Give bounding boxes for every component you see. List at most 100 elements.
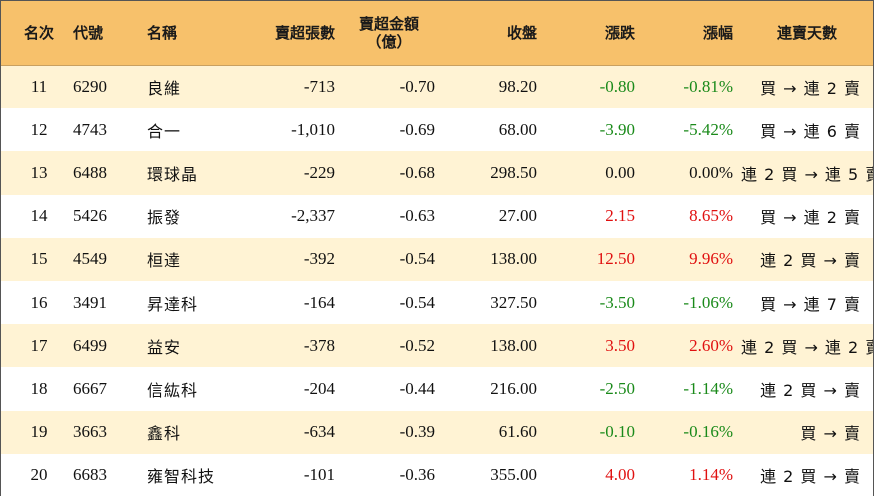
change-pct-cell: 2.60%: [689, 335, 733, 355]
code-cell: 4549: [73, 249, 107, 269]
change-cell: 0.00: [605, 162, 635, 182]
code-cell: 6667: [73, 378, 107, 398]
change-cell: -0.10: [599, 422, 635, 442]
change-pct-cell: -0.81%: [683, 76, 733, 96]
close-cell: 98.20: [498, 76, 537, 96]
rank-cell: 19: [30, 422, 48, 442]
rank-cell: 20: [30, 465, 48, 485]
code-cell: 4743: [73, 119, 107, 139]
sell-amount-cell: -0.54: [399, 292, 435, 312]
table-row[interactable]: 11 6290 良維 -713 -0.70 98.20 -0.80 -0.81% 買 → 連 2…: [1, 65, 873, 109]
streak-cell: 買 → 連 2 賣: [760, 78, 861, 98]
table-row[interactable]: 19 3663 鑫科 -634 -0.39 61.60 -0.10 -0.16% 買 → 賣: [1, 410, 873, 454]
header-sell-amount-line1: 賣超金額: [358, 14, 419, 33]
close-cell: 61.60: [498, 422, 537, 442]
sell-sheets-cell: -634: [303, 422, 335, 442]
table-row[interactable]: 20 6683 雍智科技 -101 -0.36 355.00 4.00 1.14% 連 2 買 …: [1, 453, 873, 497]
header-close[interactable]: 收盤: [443, 1, 545, 66]
name-cell: 雍智科技: [147, 467, 216, 487]
close-cell: 138.00: [490, 249, 537, 269]
streak-cell: 連 2 買 → 賣: [760, 251, 861, 271]
table-row[interactable]: 13 6488 環球晶 -229 -0.68 298.50 0.00 0.00% 連 2 買 →…: [1, 151, 873, 195]
header-sell-amount-line2: （億）: [366, 32, 412, 51]
change-cell: -3.90: [599, 119, 635, 139]
name-cell: 合一: [147, 121, 182, 141]
sell-amount-cell: -0.44: [399, 378, 435, 398]
name-cell: 益安: [147, 337, 182, 357]
rank-cell: 16: [30, 292, 48, 312]
streak-cell: 連 2 買 → 連 2 賣: [741, 337, 873, 357]
table-row[interactable]: 15 4549 桓達 -392 -0.54 138.00 12.50 9.96% 連 2 買 →…: [1, 237, 873, 281]
change-pct-cell: -1.06%: [683, 292, 733, 312]
sell-sheets-cell: -2,337: [291, 206, 335, 226]
table-row[interactable]: 14 5426 振發 -2,337 -0.63 27.00 2.15 8.65% 買 → 連 2…: [1, 194, 873, 238]
code-cell: 6683: [73, 465, 107, 485]
sell-sheets-cell: -229: [303, 162, 335, 182]
rank-cell: 14: [30, 206, 48, 226]
code-cell: 6290: [73, 76, 107, 96]
header-change[interactable]: 漲跌: [545, 1, 643, 66]
rank-cell: 12: [30, 119, 48, 139]
sell-sheets-cell: -392: [303, 249, 335, 269]
name-cell: 桓達: [147, 251, 182, 271]
table-row[interactable]: 18 6667 信紘科 -204 -0.44 216.00 -2.50 -1.14% 連 2 買…: [1, 367, 873, 411]
rank-cell: 17: [30, 335, 48, 355]
header-row: 名次 代號 名稱 賣超張數 賣超金額 （億） 收盤 漲跌 漲幅 連賣天數: [1, 1, 873, 66]
change-pct-cell: -5.42%: [683, 119, 733, 139]
header-sell-sheets[interactable]: 賣超張數: [227, 1, 343, 66]
header-sell-amount[interactable]: 賣超金額 （億）: [343, 1, 443, 66]
sell-amount-cell: -0.36: [399, 465, 435, 485]
streak-cell: 連 2 買 → 連 5 賣: [741, 164, 873, 184]
change-cell: 3.50: [605, 335, 635, 355]
header-change-pct[interactable]: 漲幅: [643, 1, 741, 66]
sell-sheets-cell: -204: [303, 378, 335, 398]
header-code[interactable]: 代號: [69, 1, 143, 66]
table-row[interactable]: 12 4743 合一 -1,010 -0.69 68.00 -3.90 -5.42% 買 → 連…: [1, 108, 873, 152]
rank-cell: 13: [30, 162, 48, 182]
change-pct-cell: 1.14%: [689, 465, 733, 485]
sell-amount-cell: -0.68: [399, 162, 435, 182]
change-pct-cell: 9.96%: [689, 249, 733, 269]
name-cell: 良維: [147, 78, 182, 98]
sell-amount-cell: -0.54: [399, 249, 435, 269]
close-cell: 27.00: [498, 206, 537, 226]
name-cell: 環球晶: [147, 164, 199, 184]
sell-amount-cell: -0.69: [399, 119, 435, 139]
close-cell: 68.00: [498, 119, 537, 139]
name-cell: 振發: [147, 208, 182, 228]
close-cell: 138.00: [490, 335, 537, 355]
streak-cell: 連 2 買 → 賣: [760, 467, 861, 487]
sell-amount-cell: -0.63: [399, 206, 435, 226]
streak-cell: 連 2 買 → 賣: [760, 380, 861, 400]
sell-amount-cell: -0.52: [399, 335, 435, 355]
code-cell: 6488: [73, 162, 107, 182]
name-cell: 信紘科: [147, 380, 199, 400]
code-cell: 5426: [73, 206, 107, 226]
sell-sheets-cell: -378: [303, 335, 335, 355]
change-pct-cell: 8.65%: [689, 206, 733, 226]
streak-cell: 買 → 連 7 賣: [760, 294, 861, 314]
close-cell: 298.50: [490, 162, 537, 182]
sell-sheets-cell: -1,010: [291, 119, 335, 139]
sell-sheets-cell: -101: [303, 465, 335, 485]
sell-amount-cell: -0.39: [399, 422, 435, 442]
close-cell: 216.00: [490, 378, 537, 398]
streak-cell: 買 → 賣: [800, 424, 861, 444]
header-streak[interactable]: 連賣天數: [741, 1, 873, 66]
name-cell: 鑫科: [147, 424, 182, 444]
code-cell: 3663: [73, 422, 107, 442]
change-cell: -0.80: [599, 76, 635, 96]
table-row[interactable]: 16 3491 昇達科 -164 -0.54 327.50 -3.50 -1.06% 買 → 連…: [1, 280, 873, 325]
rank-cell: 18: [30, 378, 48, 398]
streak-cell: 買 → 連 2 賣: [760, 208, 861, 228]
close-cell: 355.00: [490, 465, 537, 485]
table-row[interactable]: 17 6499 益安 -378 -0.52 138.00 3.50 2.60% 連 2 買 → …: [1, 324, 873, 368]
header-rank[interactable]: 名次: [1, 1, 69, 66]
change-cell: 4.00: [605, 465, 635, 485]
close-cell: 327.50: [490, 292, 537, 312]
code-cell: 3491: [73, 292, 107, 312]
streak-cell: 買 → 連 6 賣: [760, 121, 861, 141]
rank-cell: 11: [30, 76, 48, 96]
header-name[interactable]: 名稱: [143, 1, 227, 66]
